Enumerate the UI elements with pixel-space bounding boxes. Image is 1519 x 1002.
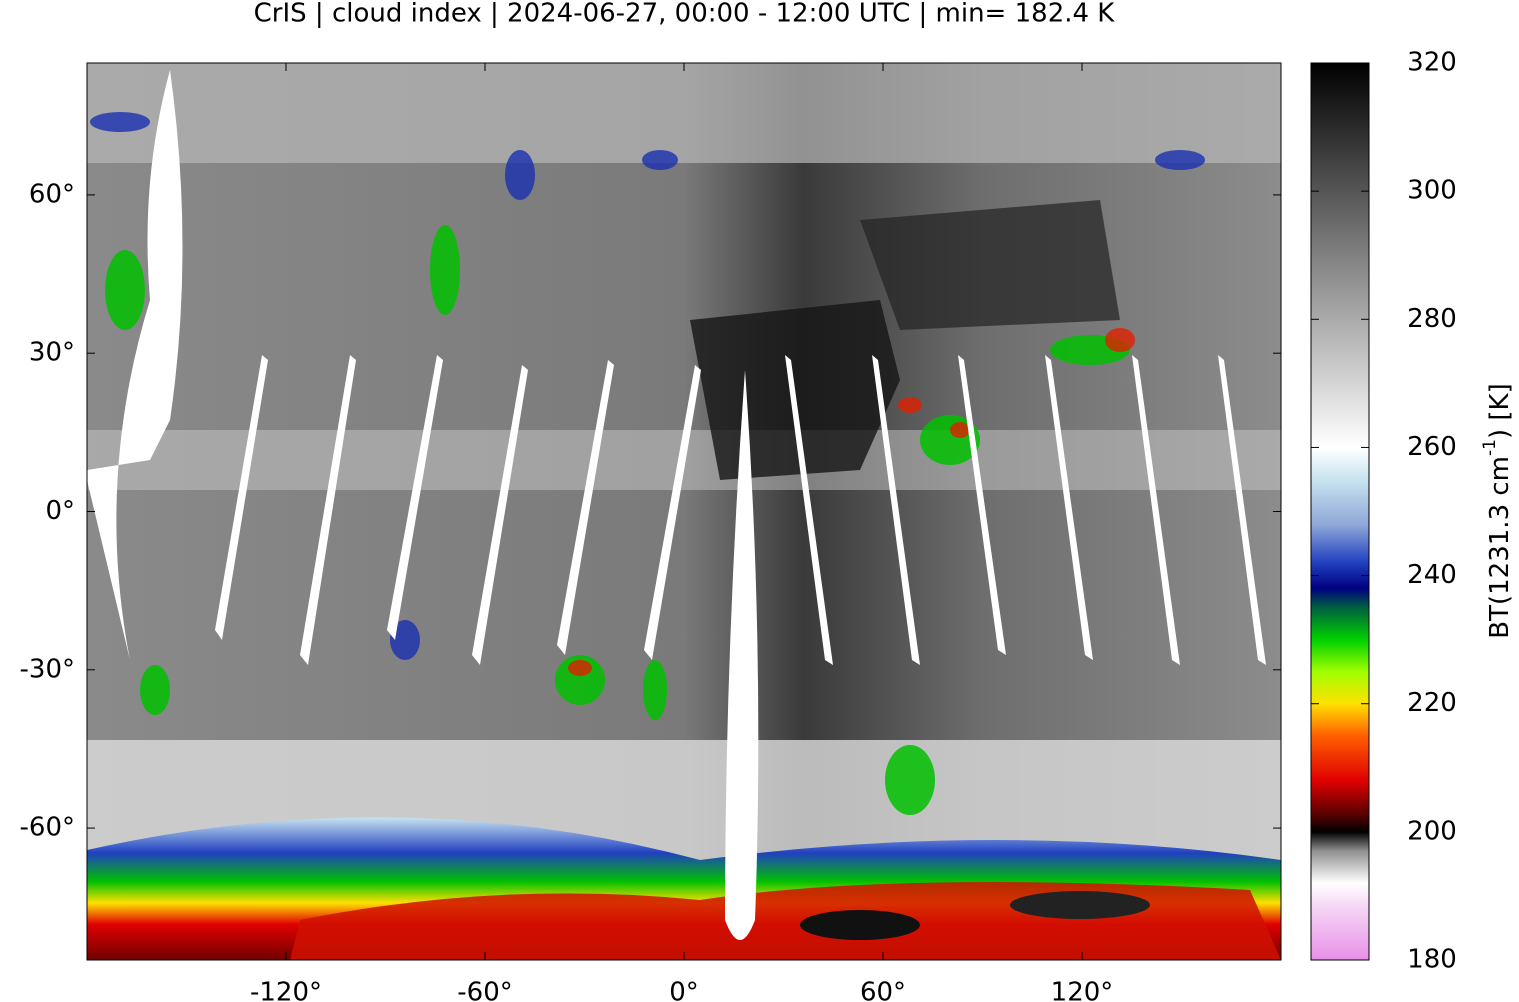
chart-title: CrIS | cloud index | 2024-06-27, 00:00 -…	[254, 0, 1116, 29]
x-tick-label: 60°	[860, 978, 906, 1002]
colorbar-tick-label: 240	[1407, 560, 1457, 590]
colorbar-label-sup: -1	[1480, 439, 1500, 456]
y-tick-label: 0°	[45, 496, 75, 526]
colorbar-label-text: ) [K]	[1485, 383, 1515, 439]
colorbar	[1310, 62, 1370, 961]
x-tick-label: 120°	[1051, 978, 1114, 1002]
x-tick-label: -120°	[250, 978, 322, 1002]
map-imagery	[87, 63, 1281, 960]
colorbar-tick-label: 220	[1407, 688, 1457, 718]
y-tick-label: 30°	[29, 338, 75, 368]
colorbar-tick-label: 280	[1407, 304, 1457, 334]
y-tick-label: -60°	[20, 813, 75, 843]
colorbar-tick-label: 200	[1407, 816, 1457, 846]
colorbar-tick-label: 300	[1407, 176, 1457, 206]
colorbar-tick-label: 260	[1407, 432, 1457, 462]
colorbar-tick-label: 320	[1407, 48, 1457, 78]
colorbar-label-text: BT(1231.3 cm	[1485, 456, 1515, 639]
colorbar-label: BT(1231.3 cm-1) [K]	[1480, 383, 1515, 638]
x-tick-label: -60°	[457, 978, 512, 1002]
y-tick-label: -30°	[20, 654, 75, 684]
y-tick-label: 60°	[29, 179, 75, 209]
colorbar-tick-label: 180	[1407, 945, 1457, 975]
x-tick-label: 0°	[669, 978, 699, 1002]
